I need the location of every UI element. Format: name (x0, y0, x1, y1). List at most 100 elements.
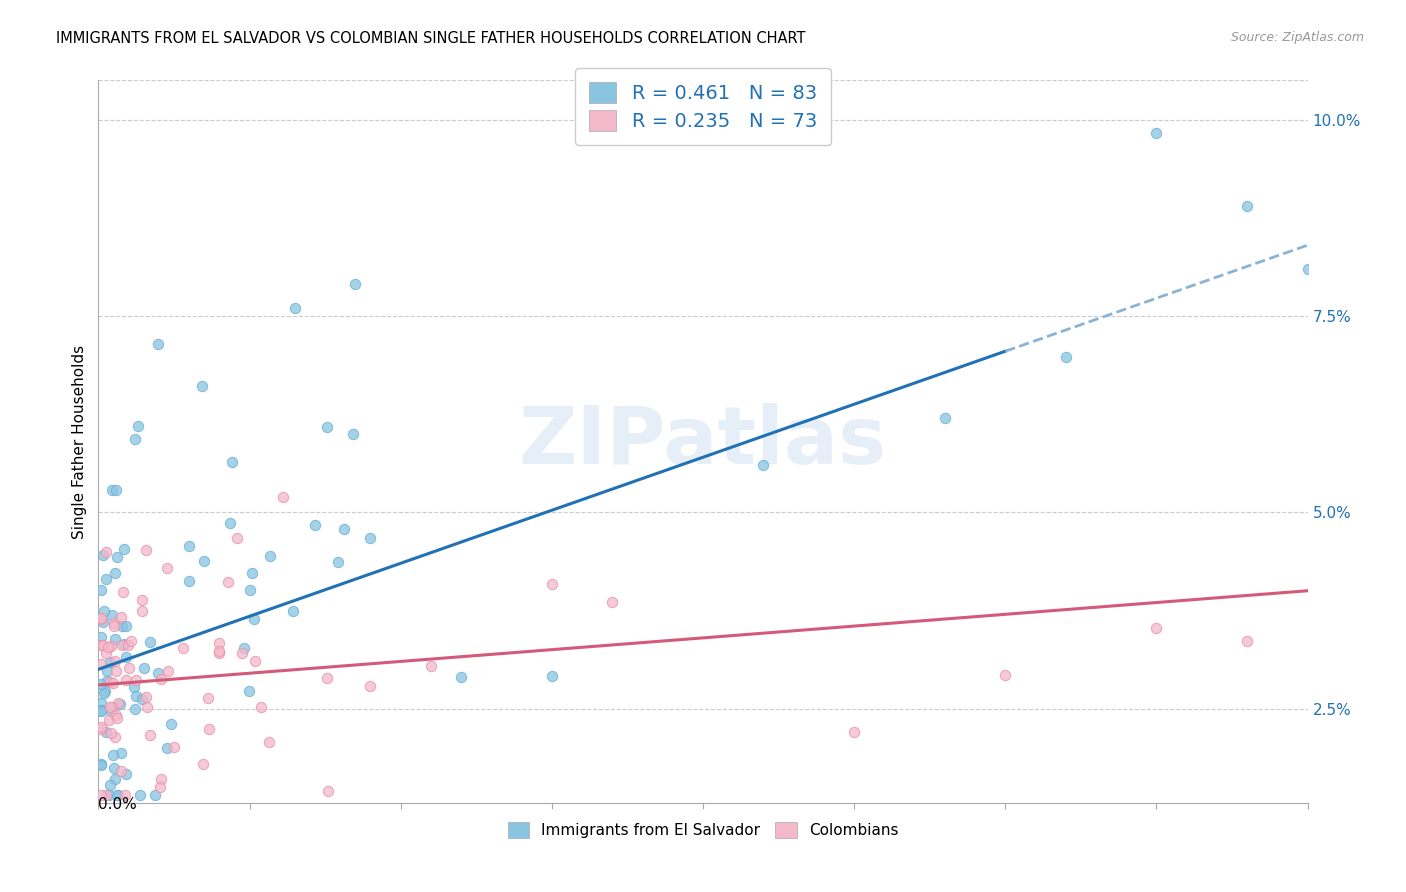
Text: IMMIGRANTS FROM EL SALVADOR VS COLOMBIAN SINGLE FATHER HOUSEHOLDS CORRELATION CH: IMMIGRANTS FROM EL SALVADOR VS COLOMBIAN… (56, 31, 806, 46)
Point (149, 780, 172, 794)
Point (93, 686, 115, 700)
Point (304, 517, 326, 532)
Point (94, 725, 117, 739)
Point (240, 566, 263, 580)
Point (115, 650, 138, 665)
Point (139, 635, 162, 649)
Point (844, 725, 866, 739)
Text: ZIPatlas: ZIPatlas (519, 402, 887, 481)
Point (104, 566, 127, 580)
Point (156, 740, 179, 755)
Point (107, 696, 129, 710)
Point (136, 699, 159, 714)
Point (125, 689, 148, 703)
Point (90, 630, 112, 644)
Point (1144, 620, 1167, 634)
Point (420, 658, 443, 673)
Point (134, 661, 156, 675)
Point (90, 704, 112, 718)
Point (239, 583, 262, 598)
Point (994, 668, 1017, 682)
Point (233, 640, 256, 655)
Point (90, 756, 112, 771)
Point (124, 432, 146, 446)
Point (1054, 350, 1077, 364)
Point (98, 700, 121, 714)
Point (103, 761, 125, 775)
Point (100, 704, 122, 718)
Point (90, 657, 112, 671)
Point (103, 616, 125, 631)
Point (344, 277, 367, 292)
Point (139, 728, 162, 742)
Point (122, 681, 145, 695)
Point (124, 702, 146, 716)
Point (208, 647, 231, 661)
Legend: Immigrants from El Salvador, Colombians: Immigrants from El Salvador, Colombians (501, 814, 905, 846)
Point (104, 632, 127, 647)
Point (120, 634, 142, 648)
Point (208, 635, 231, 649)
Point (115, 619, 138, 633)
Point (100, 725, 122, 739)
Point (90, 719, 112, 733)
Point (110, 610, 132, 624)
Point (94, 646, 117, 660)
Y-axis label: Single Father Households: Single Father Households (72, 344, 87, 539)
Point (540, 669, 562, 683)
Point (111, 585, 134, 599)
Point (333, 522, 356, 536)
Point (540, 577, 562, 591)
Point (105, 483, 128, 497)
Point (90, 703, 112, 717)
Point (193, 554, 215, 568)
Point (118, 661, 141, 675)
Point (284, 301, 307, 315)
Point (100, 483, 122, 497)
Point (1236, 634, 1258, 648)
Point (97, 788, 120, 802)
Point (105, 711, 128, 725)
Point (90, 788, 112, 802)
Point (131, 604, 153, 618)
Point (127, 419, 149, 434)
Point (146, 337, 169, 351)
Point (110, 764, 132, 779)
Point (91, 549, 114, 563)
Point (315, 419, 337, 434)
Point (90, 610, 112, 624)
Point (328, 555, 350, 569)
Point (218, 516, 240, 530)
Point (160, 717, 183, 731)
Point (131, 692, 153, 706)
Text: 0.0%: 0.0% (98, 797, 138, 812)
Point (96, 664, 118, 678)
Point (934, 411, 956, 425)
Point (177, 574, 200, 588)
Point (90, 758, 112, 772)
Point (90, 677, 112, 691)
Point (135, 543, 157, 558)
Point (316, 784, 339, 798)
Point (103, 619, 125, 633)
Point (90, 696, 112, 710)
Point (114, 767, 136, 781)
Point (105, 550, 128, 565)
Point (90, 723, 112, 737)
Point (191, 378, 214, 392)
Point (125, 673, 148, 687)
Point (221, 455, 243, 469)
Point (101, 747, 124, 762)
Point (273, 490, 295, 504)
Point (177, 539, 200, 553)
Point (101, 676, 124, 690)
Point (115, 673, 138, 687)
Point (93, 604, 115, 618)
Point (238, 684, 260, 698)
Point (94, 788, 117, 802)
Point (149, 772, 172, 787)
Point (90, 612, 112, 626)
Point (100, 700, 122, 714)
Point (105, 788, 128, 802)
Point (250, 700, 273, 714)
